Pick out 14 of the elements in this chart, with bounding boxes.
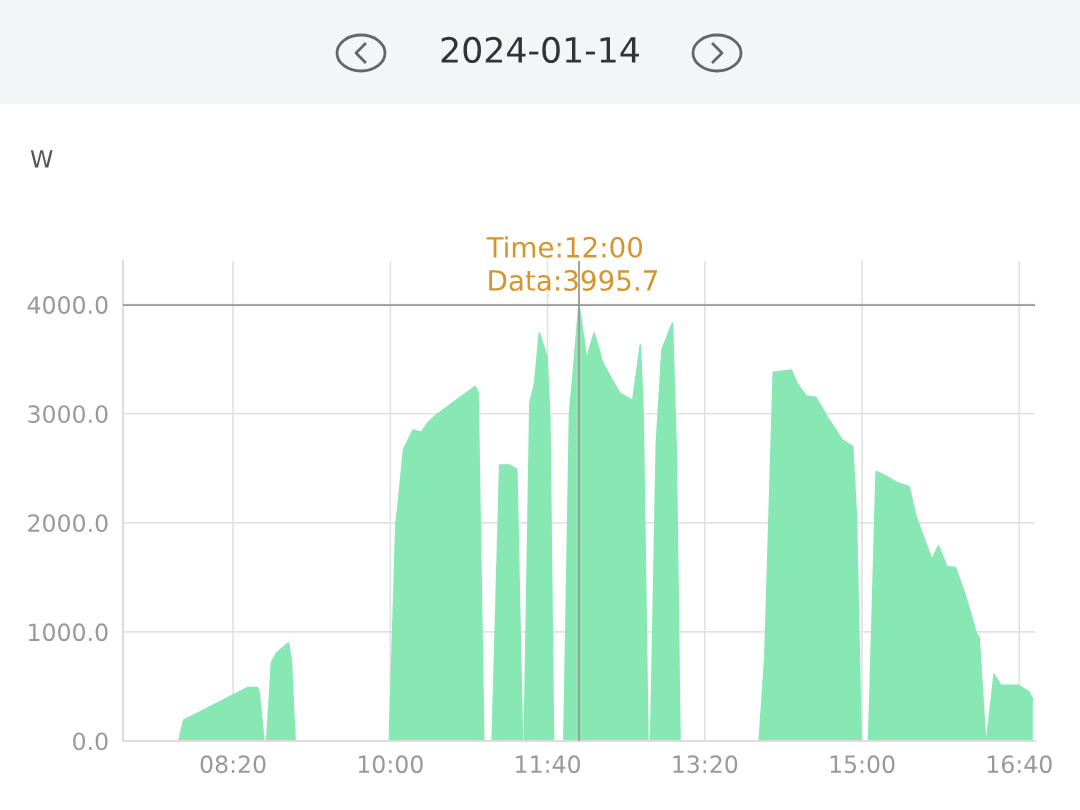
annotation: Time:12:00 Data:3995.7 — [486, 236, 658, 291]
x-tick-label: 15:00 — [830, 755, 895, 774]
chart-title: 2024-01-14 — [441, 36, 639, 64]
y-tick-label: 1000.0 — [29, 623, 108, 642]
x-tick-label: 13:20 — [673, 755, 738, 774]
y-tick-label: 4000.0 — [27, 296, 108, 314]
x-tick-label: 08:20 — [200, 755, 266, 774]
x-tick-label: 16:40 — [987, 755, 1052, 774]
y-tick-label: 2000.0 — [28, 514, 108, 533]
x-tick-label: 10:00 — [358, 755, 423, 774]
y-tick-label: 3000.0 — [28, 405, 108, 424]
y-axis-title: W — [30, 150, 53, 168]
x-tick-label: 11:40 — [516, 755, 581, 774]
y-tick-label: 0.0 — [73, 732, 108, 751]
